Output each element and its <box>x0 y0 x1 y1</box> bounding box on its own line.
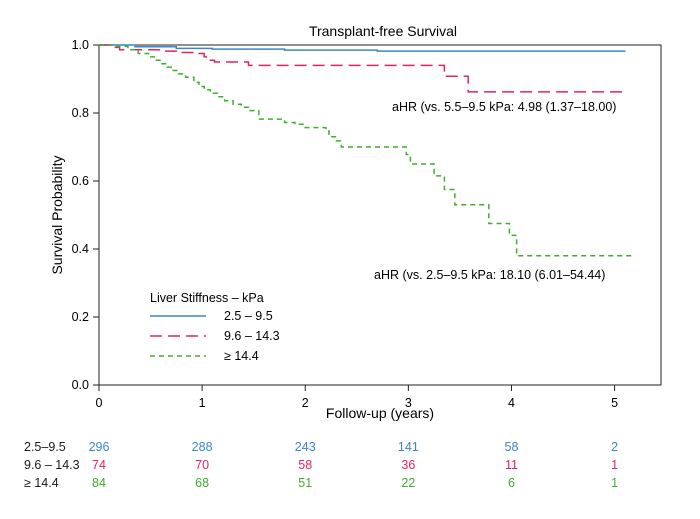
x-tick-label: 4 <box>508 396 515 410</box>
legend: Liver Stiffness – kPa 2.5 – 9.5 9.6 – 14.… <box>150 291 280 363</box>
y-tick-label: 1.0 <box>72 38 89 52</box>
risk-count: 288 <box>191 440 213 454</box>
y-tick-label: 0.2 <box>72 310 89 324</box>
risk-count: 22 <box>401 476 416 490</box>
annotation-hr-mid: aHR (vs. 5.5–9.5 kPa: 4.98 (1.37–18.00) <box>392 100 616 114</box>
x-tick-label: 2 <box>302 396 309 410</box>
y-tick-label: 0.4 <box>72 242 89 256</box>
series-line-1 <box>99 44 625 93</box>
risk-count: 58 <box>298 458 313 472</box>
risk-count: 58 <box>504 440 519 454</box>
risk-count: 296 <box>88 440 110 454</box>
x-tick-label: 5 <box>611 396 618 410</box>
legend-label-0: 2.5 – 9.5 <box>224 309 273 323</box>
chart-title: Transplant-free Survival <box>309 23 457 39</box>
plot-frame <box>98 44 662 386</box>
risk-count: 36 <box>401 458 416 472</box>
legend-title: Liver Stiffness – kPa <box>150 291 264 305</box>
risk-count: 84 <box>92 476 106 490</box>
x-tick-label: 3 <box>405 396 412 410</box>
risk-count: 51 <box>298 476 313 490</box>
y-tick-label: 0.6 <box>72 174 89 188</box>
x-tick-label: 0 <box>96 396 103 410</box>
x-axis-label: Follow-up (years) <box>326 405 434 421</box>
risk-count: 74 <box>92 458 106 472</box>
legend-label-2: ≥ 14.4 <box>224 349 259 363</box>
y-axis-label: Survival Probability <box>49 155 65 274</box>
series-line-2 <box>99 44 636 257</box>
risk-count: 1 <box>611 458 619 472</box>
risk-row-label: 2.5–9.5 <box>24 440 66 454</box>
series-layer <box>99 44 636 257</box>
series-line-0 <box>99 44 626 52</box>
axis-ticks: 0 1 2 3 4 5 0.0 0.2 0.4 0.6 0.8 1.0 <box>72 38 619 410</box>
x-tick-label: 1 <box>199 396 206 410</box>
risk-count: 243 <box>294 440 316 454</box>
risk-count: 70 <box>195 458 210 472</box>
risk-row-label: 9.6 – 14.3 <box>24 458 80 472</box>
annotation-hr-high: aHR (vs. 2.5–9.5 kPa: 18.10 (6.01–54.44) <box>374 268 605 282</box>
risk-count: 1 <box>611 476 619 490</box>
risk-count: 6 <box>507 476 515 490</box>
risk-count: 141 <box>397 440 419 454</box>
risk-count: 11 <box>504 458 518 472</box>
risk-count: 2 <box>611 440 619 454</box>
y-tick-label: 0.0 <box>72 378 89 392</box>
risk-count: 68 <box>195 476 210 490</box>
risk-row-label: ≥ 14.4 <box>24 476 59 490</box>
legend-label-1: 9.6 – 14.3 <box>224 329 280 343</box>
y-tick-label: 0.8 <box>72 106 89 120</box>
